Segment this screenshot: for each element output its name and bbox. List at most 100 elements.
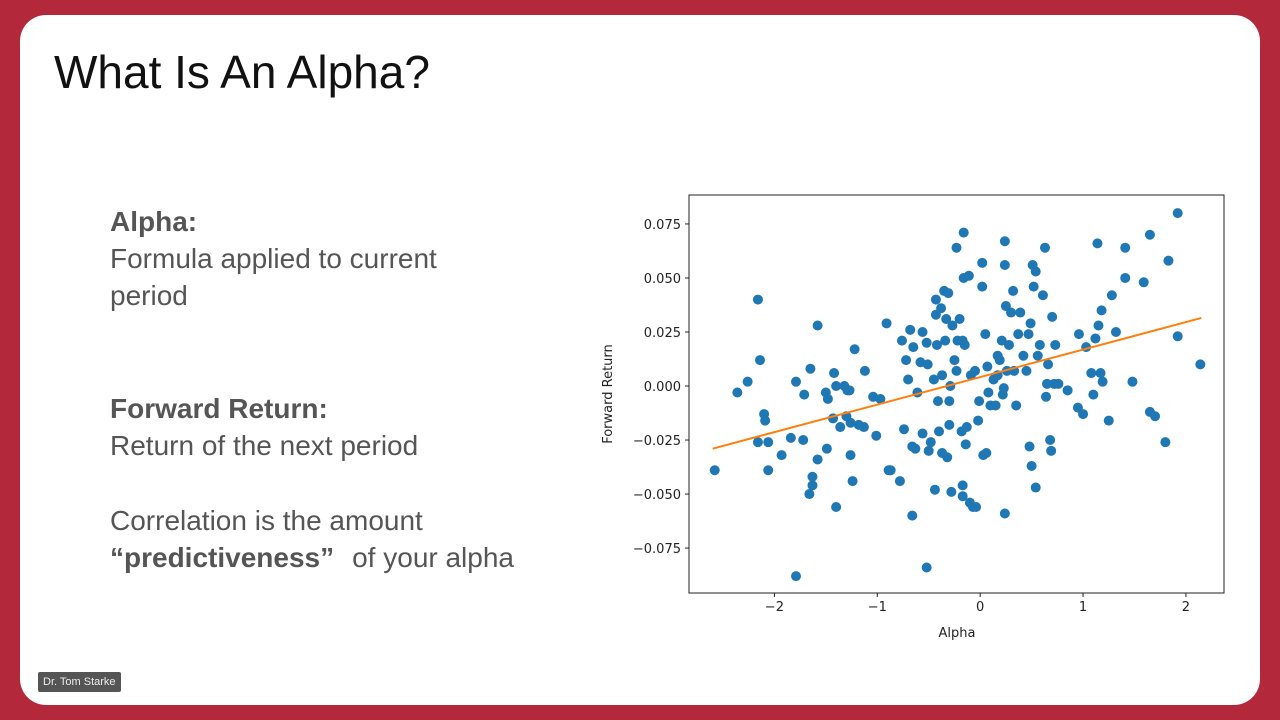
point — [917, 428, 928, 439]
text: Correlation is the amount — [110, 505, 423, 536]
point — [1037, 290, 1048, 301]
point — [812, 320, 823, 331]
point — [1013, 329, 1024, 340]
point — [798, 435, 809, 446]
point — [1028, 281, 1039, 292]
point — [999, 236, 1010, 247]
point — [1095, 368, 1106, 379]
point — [1021, 365, 1032, 376]
point — [949, 355, 960, 366]
point — [957, 480, 968, 491]
point — [961, 422, 972, 433]
point — [1127, 376, 1138, 387]
y-tick-label: 0.000 — [644, 380, 681, 395]
point — [977, 257, 988, 268]
point — [1086, 368, 1097, 379]
point — [1138, 277, 1149, 288]
point — [896, 335, 907, 346]
x-tick-label: −1 — [868, 600, 887, 615]
point — [1096, 305, 1107, 316]
point — [1043, 359, 1054, 370]
point — [908, 342, 919, 353]
point — [849, 344, 860, 355]
text: Formula applied to current period — [110, 243, 437, 311]
point — [901, 355, 912, 366]
point — [875, 393, 886, 404]
alpha-block: Alpha: Formula applied to current period — [110, 203, 560, 314]
point — [1150, 411, 1161, 422]
point — [943, 288, 954, 299]
point — [754, 355, 765, 366]
point — [804, 489, 815, 500]
point — [941, 314, 952, 325]
point — [1041, 391, 1052, 402]
slide: What Is An Alpha? Alpha: Formula applied… — [20, 15, 1260, 705]
point — [791, 376, 801, 387]
point — [1103, 415, 1114, 426]
point — [1062, 385, 1073, 396]
text: “predictiveness” of your alpha — [110, 539, 560, 576]
point — [1092, 238, 1103, 249]
point — [871, 430, 882, 441]
forward-block: Forward Return: Return of the next perio… — [110, 390, 560, 464]
point — [923, 445, 934, 456]
point — [807, 471, 818, 482]
point — [1003, 339, 1014, 350]
point — [947, 320, 958, 331]
point — [1120, 272, 1131, 283]
point — [1045, 435, 1056, 446]
point — [847, 476, 858, 487]
point — [1011, 400, 1022, 411]
point — [829, 368, 840, 379]
y-tick-label: −0.025 — [633, 434, 681, 449]
point — [844, 385, 855, 396]
point — [958, 227, 969, 238]
point — [760, 415, 771, 426]
point — [885, 465, 896, 476]
point — [1053, 378, 1064, 389]
bold-text: “predictiveness” — [110, 542, 335, 573]
text: of your alpha — [352, 542, 514, 573]
point — [994, 355, 1005, 366]
point — [973, 415, 984, 426]
point — [1172, 331, 1183, 342]
point — [1030, 482, 1041, 493]
point — [990, 400, 1001, 411]
point — [937, 370, 948, 381]
x-tick-label: −2 — [765, 600, 784, 615]
point — [951, 242, 962, 253]
point — [905, 324, 916, 335]
point — [932, 396, 943, 407]
point — [903, 374, 914, 385]
point — [845, 417, 856, 428]
point — [951, 365, 962, 376]
point — [981, 447, 992, 458]
correlation-block: Correlation is the amount “predictivenes… — [110, 502, 560, 576]
point — [929, 484, 940, 495]
point — [957, 491, 968, 502]
point — [921, 337, 932, 348]
point — [791, 571, 801, 582]
heading: Alpha: — [110, 206, 198, 237]
point — [1078, 409, 1089, 420]
point — [805, 363, 816, 374]
point — [812, 454, 823, 465]
point — [881, 318, 892, 329]
y-tick-label: 0.050 — [644, 272, 681, 287]
point — [1090, 333, 1101, 344]
point — [999, 260, 1010, 271]
fit-line — [712, 316, 1202, 450]
point — [821, 443, 832, 454]
point — [936, 303, 947, 314]
point — [928, 374, 939, 385]
point — [944, 396, 955, 407]
point — [752, 437, 763, 448]
point — [974, 396, 985, 407]
x-tick-label: 2 — [1182, 600, 1190, 615]
point — [763, 465, 774, 476]
point — [1023, 329, 1034, 340]
point — [1172, 208, 1183, 219]
point — [859, 365, 870, 376]
heading: Forward Return: — [110, 393, 328, 424]
